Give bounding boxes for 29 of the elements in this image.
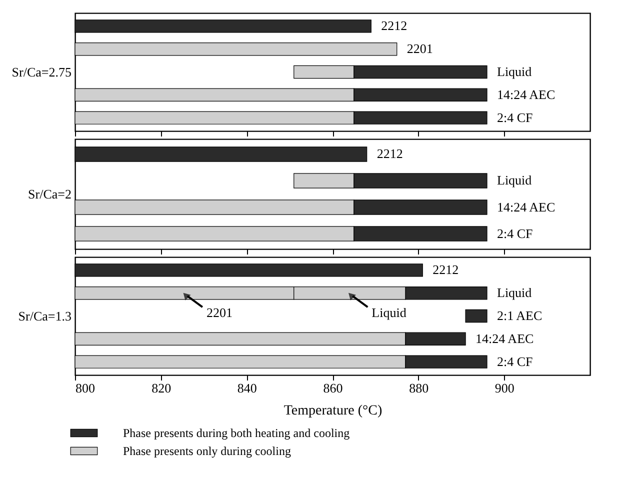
- annotation: 2201: [206, 305, 232, 320]
- annotation: Liquid: [372, 305, 407, 320]
- category-label: 2:1 AEC: [497, 308, 542, 323]
- category-label: 2:4 CF: [497, 226, 533, 241]
- x-tick-label: 820: [152, 380, 172, 396]
- category-label: 14:24 AEC: [497, 86, 556, 102]
- x-tick-label: 800: [76, 380, 95, 396]
- x-tick-label: 840: [237, 380, 257, 396]
- y-axis-title: Sr/Ca=2: [28, 186, 72, 202]
- category-label: 2212: [376, 146, 403, 162]
- category-label: 2212: [432, 262, 459, 278]
- x-tick-label: 860: [323, 380, 343, 396]
- legend-label: Phase presents only during cooling: [123, 444, 291, 458]
- y-axis-title: Sr/Ca=1.3: [18, 308, 72, 324]
- legend-label: Phase presents during both heating and cooling: [123, 426, 350, 440]
- category-label: 2:4 CF: [497, 354, 533, 369]
- category-label: 2:4 CF: [497, 110, 533, 125]
- category-label: Liquid: [497, 64, 532, 79]
- category-label: Liquid: [497, 285, 532, 300]
- x-tick-label: 880: [409, 380, 429, 396]
- category-label: 2201: [406, 41, 433, 56]
- category-label: 14:24 AEC: [497, 199, 556, 214]
- bar: [465, 309, 488, 323]
- y-axis-title: Sr/Ca=2.75: [12, 64, 72, 80]
- x-tick-label: 900: [494, 380, 514, 396]
- x-axis-title: Temperature (°C): [284, 404, 382, 418]
- category-label: 14:24 AEC: [476, 330, 534, 346]
- category-label: Liquid: [497, 172, 532, 188]
- category-label: 2212: [381, 18, 408, 34]
